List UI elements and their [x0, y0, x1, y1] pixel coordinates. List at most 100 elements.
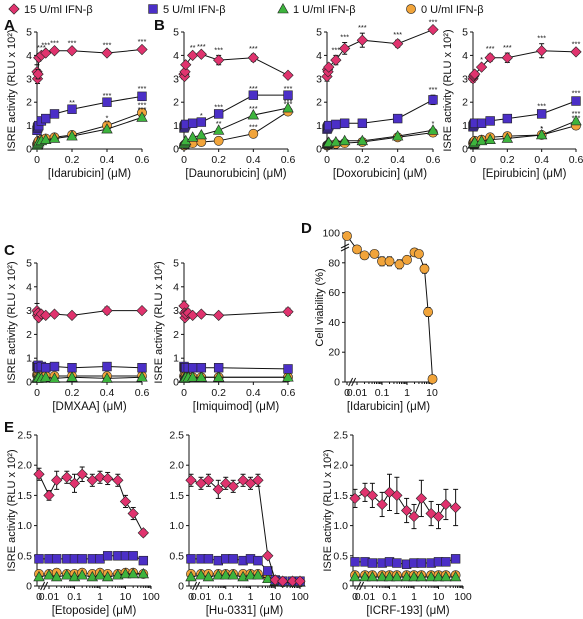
series-square: *** *** — [468, 89, 581, 132]
data-point — [570, 114, 582, 126]
data-point — [475, 134, 488, 146]
data-point — [180, 59, 192, 71]
x-tick-label: 0.2 — [500, 154, 515, 166]
data-point — [101, 47, 113, 59]
series-diamond — [178, 300, 294, 324]
data-point — [427, 24, 439, 36]
series-triangle — [349, 570, 462, 582]
chart-panel-e1: E00.51.01.52.02.500.01 0.1 1 10 100[Etoposid… — [4, 419, 160, 617]
data-point — [402, 254, 412, 265]
significance-label: *** — [37, 43, 46, 52]
legend: 15 U/ml IFN-β 5 U/ml IFN-β 1 U/ml IFN-β 0 U… — [8, 2, 484, 16]
data-point — [50, 570, 63, 582]
data-point — [400, 570, 413, 582]
significance-label: *** — [572, 89, 581, 98]
data-point — [101, 372, 113, 383]
data-point — [213, 109, 224, 119]
significance-label: *** — [393, 30, 402, 39]
legend-label: 1 U/ml IFN-β — [293, 4, 356, 16]
data-point — [427, 374, 438, 384]
legend-label: 0 U/ml IFN-β — [421, 4, 484, 16]
y-axis-title: ISRE activity (RLU x 10²) — [6, 261, 18, 383]
y-tick-label: 0.5 — [333, 550, 348, 562]
x-tick-label: 0.6 — [426, 154, 441, 166]
x-axis-break — [356, 581, 362, 591]
series-square — [179, 361, 293, 374]
significance-label: * — [540, 124, 543, 133]
x-axis-title: [Imiquimod] (μM) — [193, 401, 280, 413]
data-point — [269, 574, 281, 586]
data-point — [392, 558, 402, 568]
y-tick-label: 4 — [462, 50, 468, 62]
y-tick-label: 4 — [26, 281, 32, 293]
data-point — [349, 570, 361, 582]
data-point — [67, 363, 77, 373]
data-point — [41, 113, 51, 124]
data-point — [48, 45, 61, 57]
y-tick-label: 3 — [462, 73, 468, 85]
data-point — [186, 554, 196, 564]
data-point — [367, 558, 378, 568]
y-axis-title: Cell viability (%) — [314, 268, 326, 346]
x-axis-break — [192, 581, 198, 591]
x-tick-label: 0 — [344, 387, 350, 399]
data-point — [427, 124, 439, 135]
legend-label: 15 U/ml IFN-β — [24, 4, 93, 16]
data-point — [40, 133, 52, 144]
data-point — [536, 45, 548, 57]
y-tick-label: 0 — [26, 377, 32, 389]
chart-panel-a: A 0 1 2 3 4 5 0 0.2 0.4 0.6 [Idarubicin] (μM) ISRE a… — [4, 17, 149, 180]
data-point — [425, 570, 437, 582]
data-point — [391, 570, 403, 582]
data-point — [415, 570, 428, 582]
significance-label: * — [480, 55, 483, 64]
data-point — [67, 104, 77, 114]
data-point — [137, 567, 150, 579]
data-point — [263, 566, 273, 576]
series-diamond: ****** *** *** *** *** — [31, 37, 148, 85]
data-point — [40, 371, 52, 382]
data-point — [450, 554, 461, 564]
data-point — [248, 128, 259, 139]
series-square — [350, 554, 461, 569]
data-point — [66, 45, 78, 57]
data-point — [127, 507, 139, 520]
data-point — [253, 555, 263, 566]
data-point — [366, 570, 379, 582]
data-point — [51, 474, 63, 486]
series-triangle: ******** — [178, 97, 294, 149]
chart-panel-e3: 00.51.01.52.02.500.01 0.1 1 10 100[ICRF-193]… — [322, 430, 472, 618]
data-point — [432, 570, 445, 582]
x-tick-label: 0.4 — [100, 154, 115, 166]
data-point — [61, 569, 73, 580]
data-point — [440, 570, 452, 582]
x-tick-label: 100 — [142, 591, 160, 603]
chart-panel-c1: C 0 1 2 3 4 5 0 0.2 0.4 0.6 [DMXAA] (μM) ISRE activi… — [4, 242, 149, 413]
y-axis-title: ISRE activity (RLU x 10²) — [6, 29, 18, 151]
data-point — [202, 570, 215, 582]
data-point — [349, 492, 361, 505]
series-diamond: ** *** *** *** — [178, 42, 294, 83]
data-point — [247, 109, 260, 120]
y-tick-label: 4 — [316, 50, 322, 62]
data-point — [101, 123, 113, 134]
data-point — [330, 135, 342, 147]
data-point — [283, 90, 293, 100]
series-line — [190, 479, 300, 582]
significance-label: *** — [68, 38, 77, 47]
y-tick-label: 0 — [173, 377, 179, 389]
legend-marker-diamond — [8, 3, 20, 15]
x-axis-title: [Etoposide] (μM) — [52, 605, 137, 617]
data-point — [102, 472, 114, 485]
x-tick-label: 0.2 — [65, 154, 80, 166]
data-point — [227, 480, 239, 492]
data-point — [186, 371, 199, 382]
data-point — [359, 250, 370, 261]
data-point — [536, 109, 547, 119]
data-point — [571, 96, 581, 106]
y-tick-label: 2.5 — [17, 430, 32, 442]
series-triangle: **** — [467, 109, 582, 149]
x-tick-label: 0.4 — [100, 387, 115, 399]
data-point — [212, 371, 225, 382]
